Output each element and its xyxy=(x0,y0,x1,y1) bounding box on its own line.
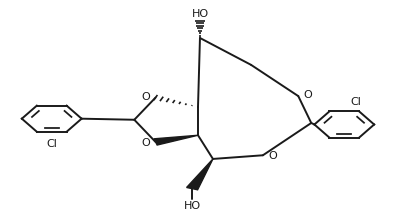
Text: O: O xyxy=(142,138,150,148)
Polygon shape xyxy=(154,135,198,145)
Text: O: O xyxy=(268,151,277,161)
Text: Cl: Cl xyxy=(350,97,361,107)
Text: HO: HO xyxy=(191,9,209,19)
Text: O: O xyxy=(303,90,312,100)
Text: HO: HO xyxy=(183,201,201,211)
Text: Cl: Cl xyxy=(46,139,57,149)
Polygon shape xyxy=(187,159,213,190)
Text: O: O xyxy=(142,92,150,102)
